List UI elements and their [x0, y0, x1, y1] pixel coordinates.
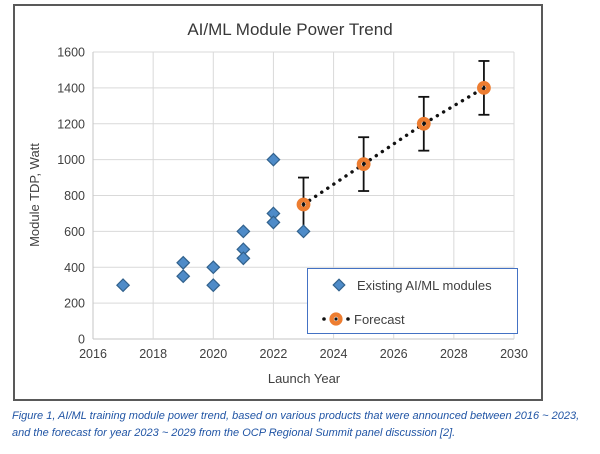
legend: Existing AI/ML modules Forecast [307, 268, 518, 334]
scatter-plot: 0 200 400 600 800 1000 1200 1400 1600 2016 2018 202… [27, 20, 528, 386]
existing-module-point [206, 260, 221, 275]
forecast-point [296, 197, 311, 212]
diamond-marker-icon [332, 278, 346, 292]
forecast-trend-line [301, 86, 486, 207]
figure-caption: Figure 1, AI/ML training module power tr… [12, 410, 580, 439]
existing-module-point [116, 278, 131, 293]
existing-module-point [266, 152, 281, 167]
y-axis-title: Module TDP, Watt [27, 143, 42, 247]
existing-module-point [206, 278, 221, 293]
legend-item-forecast: Forecast [320, 311, 405, 327]
existing-module-point [236, 251, 251, 266]
x-tick-label: 2016 [79, 347, 107, 361]
x-tick-label: 2028 [440, 347, 468, 361]
forecast-point [356, 157, 371, 172]
y-tick-label: 0 [78, 333, 85, 347]
y-tick-label: 600 [64, 225, 85, 239]
existing-module-point [176, 255, 191, 270]
y-tick-label: 200 [64, 297, 85, 311]
x-axis-title: Launch Year [268, 371, 341, 386]
forecast-point-center-dot [482, 86, 486, 90]
x-tick-label: 2022 [260, 347, 288, 361]
y-tick-label: 400 [64, 261, 85, 275]
tick-labels: 0 200 400 600 800 1000 1200 1400 1600 2016 2018 202… [57, 46, 528, 362]
y-tick-label: 1000 [57, 153, 85, 167]
x-tick-label: 2030 [500, 347, 528, 361]
legend-label-forecast: Forecast [354, 311, 405, 327]
existing-module-point [296, 224, 311, 239]
chart-title: AI/ML Module Power Trend [187, 20, 392, 39]
legend-item-existing: Existing AI/ML modules [332, 277, 492, 293]
y-tick-label: 1600 [57, 46, 85, 60]
existing-module-point [266, 215, 281, 230]
forecast-marker-icon [322, 312, 350, 326]
y-tick-label: 1200 [57, 117, 85, 131]
forecast-point-center-dot [301, 202, 306, 207]
x-tick-label: 2020 [199, 347, 227, 361]
y-tick-label: 800 [64, 189, 85, 203]
x-tick-label: 2024 [320, 347, 348, 361]
existing-module-point [236, 224, 251, 239]
x-tick-label: 2026 [380, 347, 408, 361]
chart-figure: 0 200 400 600 800 1000 1200 1400 1600 2016 2018 202… [13, 4, 543, 401]
forecast-point-center-dot [422, 122, 426, 126]
forecast-point [416, 116, 431, 131]
existing-module-point [176, 269, 191, 284]
x-tick-label: 2018 [139, 347, 167, 361]
data-marks [116, 60, 491, 293]
y-tick-label: 1400 [57, 81, 85, 95]
forecast-point-center-dot [361, 162, 366, 166]
legend-label-existing: Existing AI/ML modules [357, 277, 492, 293]
forecast-point [477, 80, 491, 95]
